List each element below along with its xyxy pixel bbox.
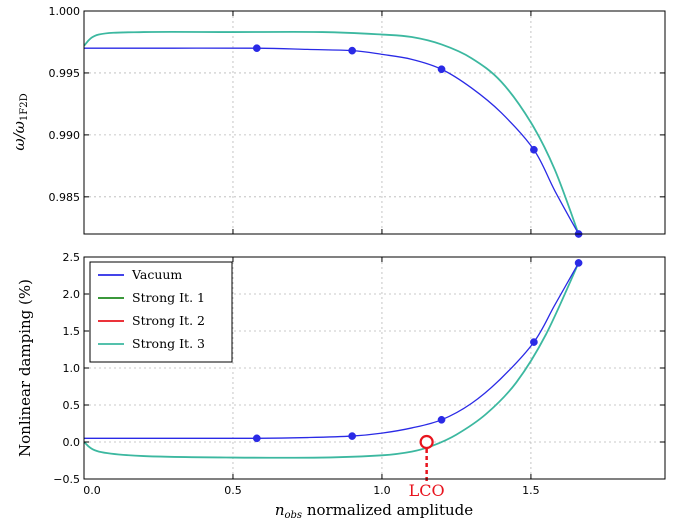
top-y-axis-label: ω/ω1F2D <box>10 93 30 150</box>
bottom-x-ticks: 0.0 0.5 1.0 1.5 <box>83 257 540 497</box>
bottom-ytick-label-2: 1.5 <box>63 325 81 338</box>
legend-label-0: Vacuum <box>131 267 182 282</box>
top-ytick-label-2: 0.990 <box>49 129 81 142</box>
top-marker-vacuum-2 <box>437 65 446 74</box>
top-y-ticks: 1.000 0.995 0.990 0.985 <box>49 5 665 204</box>
top-x-tick-marks <box>83 11 532 234</box>
bottom-y-axis-label: Nonlinear damping (%) <box>16 279 34 457</box>
top-plot-area <box>84 11 665 234</box>
x-axis-label: nobs normalized amplitude <box>275 501 473 521</box>
bottom-damping-panel: LCO 2.52.01.51.00.50.0−0.5 0.0 0.5 1.0 1.5 … <box>16 251 666 521</box>
top-ytick-label-3: 0.985 <box>49 191 81 204</box>
bottom-xtick-label-0: 0.0 <box>83 484 101 497</box>
bottom-marker-vacuum-4 <box>574 259 583 267</box>
legend-label-1: Strong It. 1 <box>132 290 205 305</box>
top-line-strong-it-3 <box>84 30 580 234</box>
top-axes-frame <box>83 10 666 235</box>
bottom-ytick-label-0: 2.5 <box>63 251 81 264</box>
legend-label-3: Strong It. 3 <box>132 336 205 351</box>
lco-annotation: LCO <box>409 434 445 500</box>
bottom-ytick-label-6: −0.5 <box>53 473 80 486</box>
bottom-y-ticks: 2.5 2.0 1.5 1.0 0.5 0.0 −0.5 <box>53 251 665 486</box>
legend-box <box>89 261 233 363</box>
top-marker-vacuum-3 <box>530 145 538 154</box>
bottom-ytick-label-1: 2.0 <box>63 288 81 301</box>
bottom-marker-vacuum-1 <box>348 432 357 440</box>
top-frequency-panel: 1.000 0.995 0.990 0.985 ω/ω1F2D <box>10 5 666 238</box>
bottom-ytick-label-4: 0.5 <box>63 399 81 412</box>
bottom-marker-vacuum-0 <box>252 434 261 443</box>
bottom-line-strong-it-3 <box>84 262 580 459</box>
top-ytick-label-0: 1.000 <box>49 5 81 18</box>
bottom-xtick-label-3: 1.5 <box>522 484 540 497</box>
top-ytick-label-1: 0.995 <box>49 67 81 80</box>
bottom-marker-vacuum-2 <box>437 415 446 424</box>
bottom-ytick-label-3: 1.0 <box>63 362 81 375</box>
bottom-markers <box>252 259 583 443</box>
bottom-xtick-label-1: 0.5 <box>224 484 242 497</box>
top-grid <box>84 11 665 234</box>
legend-items: Vacuum Strong It. 1 Strong It. 2 Strong It.… <box>98 267 205 351</box>
top-marker-vacuum-0 <box>252 44 261 53</box>
bottom-xtick-label-2: 1.0 <box>373 484 391 497</box>
top-marker-vacuum-1 <box>348 46 357 55</box>
legend: Vacuum Strong It. 1 Strong It. 2 Strong It.… <box>89 261 233 363</box>
bottom-ytick-label-5: 0.0 <box>63 436 81 449</box>
lco-label: LCO <box>409 481 445 500</box>
bottom-marker-vacuum-3 <box>530 338 538 346</box>
legend-label-2: Strong It. 2 <box>132 313 205 328</box>
lco-marker <box>419 434 434 450</box>
